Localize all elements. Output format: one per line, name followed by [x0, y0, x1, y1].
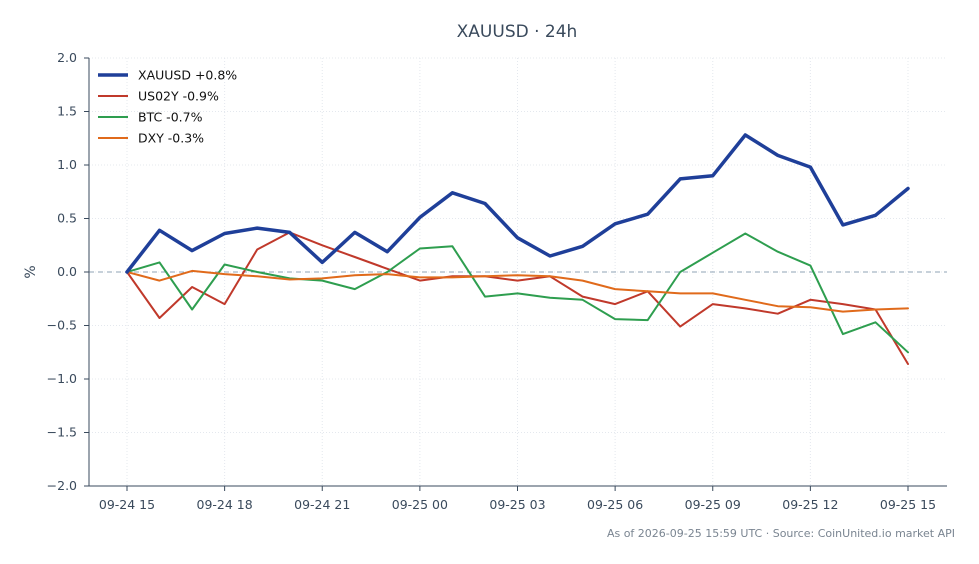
y-tick-label: 0.0	[57, 264, 77, 279]
legend-label-xauusd: XAUUSD +0.8%	[138, 68, 237, 83]
x-tick-label: 09-25 06	[587, 497, 643, 512]
x-tick-label: 09-25 03	[489, 497, 545, 512]
y-tick-label: −2.0	[47, 478, 77, 493]
x-tick-label: 09-25 00	[392, 497, 448, 512]
legend-label-us02y: US02Y -0.9%	[138, 89, 219, 104]
footer-source: As of 2026-09-25 15:59 UTC · Source: Coi…	[607, 527, 955, 540]
series-line-btc	[126, 232, 909, 354]
y-axis-label: %	[23, 265, 39, 278]
y-tick-label: −1.5	[47, 425, 77, 440]
y-tick-label: 2.0	[57, 50, 77, 65]
x-tick-label: 09-25 12	[782, 497, 838, 512]
legend: XAUUSD +0.8% US02Y -0.9% BTC -0.7% DXY -0.3…	[98, 68, 237, 146]
x-tick-label: 09-24 15	[99, 497, 155, 512]
y-tick-label: 1.0	[57, 157, 77, 172]
chart-title: XAUUSD · 24h	[457, 22, 578, 42]
y-tick-label: 0.5	[57, 211, 77, 226]
series-line-us02y	[126, 231, 909, 365]
series-lines	[125, 133, 910, 365]
y-tick-label: 1.5	[57, 104, 77, 119]
x-tick-label: 09-24 21	[294, 497, 350, 512]
legend-label-dxy: DXY -0.3%	[138, 131, 204, 146]
x-tick-label: 09-24 18	[197, 497, 253, 512]
series-line-dxy	[126, 269, 909, 313]
series-line-xauusd	[125, 133, 910, 274]
grid	[89, 57, 947, 487]
x-tick-label: 09-25 09	[685, 497, 741, 512]
legend-label-btc: BTC -0.7%	[138, 110, 203, 125]
y-tick-label: −0.5	[47, 318, 77, 333]
x-tick-label: 09-25 15	[880, 497, 936, 512]
y-tick-label: −1.0	[47, 371, 77, 386]
axes: 2.0 1.5 1.0 0.5 0.0 −0.5 −1.0 −1.5 −2.0 09-24 15 0…	[47, 50, 947, 512]
